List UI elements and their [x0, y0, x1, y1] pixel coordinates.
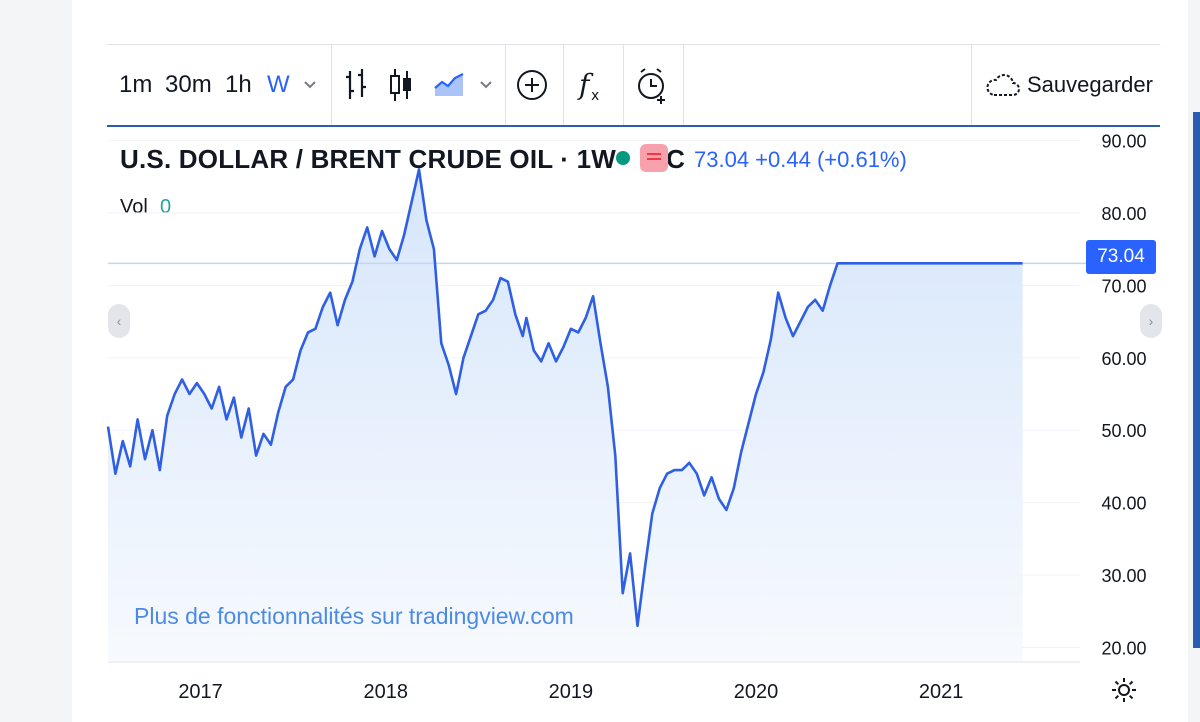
y-tick-label: 30.00 [1101, 566, 1146, 586]
promo-link[interactable]: Plus de fonctionnalités sur tradingview.… [134, 603, 574, 629]
toolbar-divider [623, 45, 624, 125]
market-status-badge [640, 144, 668, 172]
y-tick-label: 80.00 [1101, 204, 1146, 224]
interval-30m[interactable]: 30m [165, 45, 212, 125]
area-chart-icon[interactable] [433, 45, 465, 125]
interval-w-label: W [267, 71, 290, 98]
market-status-indicators[interactable] [612, 144, 668, 174]
interval-w[interactable]: W [267, 45, 290, 125]
y-tick-label: 70.00 [1101, 276, 1146, 296]
candles-chart-icon[interactable] [387, 45, 415, 125]
price-area-fill [108, 169, 1023, 662]
x-tick-label: 2018 [363, 681, 408, 703]
x-tick-label: 2019 [549, 681, 594, 703]
last-price-badge: 73.04 [1086, 240, 1156, 274]
toolbar-divider [331, 45, 332, 125]
volume-value: 0 [160, 196, 172, 218]
market-open-dot [616, 151, 630, 165]
x-tick-label: 2017 [178, 681, 223, 703]
symbol-title[interactable]: U.S. DOLLAR / BRENT CRUDE OIL · 1W · IDC [120, 144, 686, 174]
toolbar-divider [563, 45, 564, 125]
interval-chevron-down-icon[interactable] [303, 45, 317, 125]
chart-type-chevron-down-icon[interactable] [479, 45, 493, 125]
interval-1m[interactable]: 1m [119, 45, 152, 125]
y-tick-label: 90.00 [1101, 131, 1146, 151]
toolbar-divider [683, 45, 684, 125]
scroll-right-button[interactable]: › [1140, 304, 1162, 338]
scroll-left-button[interactable]: ‹ [108, 304, 130, 338]
interval-1h[interactable]: 1h [225, 45, 252, 125]
y-tick-label: 40.00 [1101, 494, 1146, 514]
bars-chart-icon[interactable] [343, 45, 369, 125]
settings-gear-icon[interactable] [1110, 676, 1138, 704]
svg-text:x: x [591, 88, 599, 104]
x-tick-label: 2020 [734, 681, 779, 703]
price-series-line [106, 168, 1023, 628]
y-tick-label: 50.00 [1101, 421, 1146, 441]
interval-30m-label: 30m [165, 71, 212, 98]
cloud-icon [985, 72, 1021, 98]
chevron-left-icon: ‹ [116, 313, 122, 329]
interval-1m-label: 1m [119, 71, 153, 98]
save-button-label: Sauvegarder [1027, 72, 1153, 97]
x-tick-label: 2021 [919, 681, 964, 703]
legend-price-values: 73.04 +0.44 (+0.61%) [694, 147, 907, 172]
side-scroll-strip [1193, 112, 1200, 648]
alert-clock-icon[interactable] [635, 45, 669, 125]
y-tick-label: 20.00 [1101, 639, 1146, 659]
toolbar-divider [505, 45, 506, 125]
y-tick-label: 60.00 [1101, 349, 1146, 369]
toolbar-divider [971, 45, 972, 125]
compare-add-icon[interactable] [515, 45, 549, 125]
interval-1h-label: 1h [225, 71, 252, 98]
chevron-right-icon: › [1148, 313, 1154, 329]
save-button[interactable]: Sauvegarder [985, 45, 1153, 125]
